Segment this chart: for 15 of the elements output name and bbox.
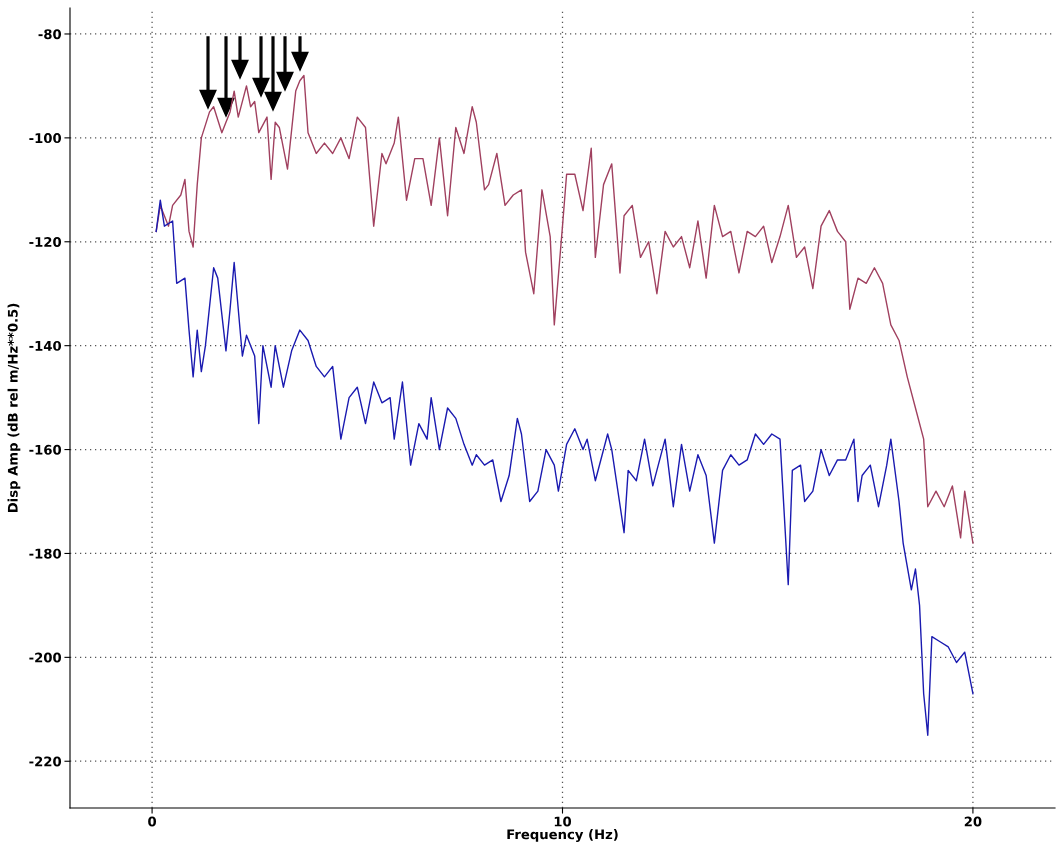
- y-tick-label: -80: [38, 29, 62, 40]
- x-axis-title: Frequency (Hz): [507, 829, 618, 842]
- y-tick-label: -180: [29, 548, 62, 559]
- line-series: [155, 199, 974, 736]
- y-tick-label: -160: [29, 444, 62, 455]
- y-tick-label: -140: [29, 340, 62, 351]
- line-series: [155, 74, 974, 544]
- x-tick-label: 0: [148, 816, 157, 827]
- y-tick-label: -120: [29, 236, 62, 247]
- x-tick-label: 10: [554, 816, 572, 827]
- y-tick-label: -100: [29, 133, 62, 144]
- x-tick-label: 20: [964, 816, 982, 827]
- y-tick-label: -200: [29, 652, 62, 663]
- y-axis-title: Disp Amp (dB rel m/Hz**0.5): [7, 303, 21, 513]
- y-tick-label: -220: [29, 756, 62, 767]
